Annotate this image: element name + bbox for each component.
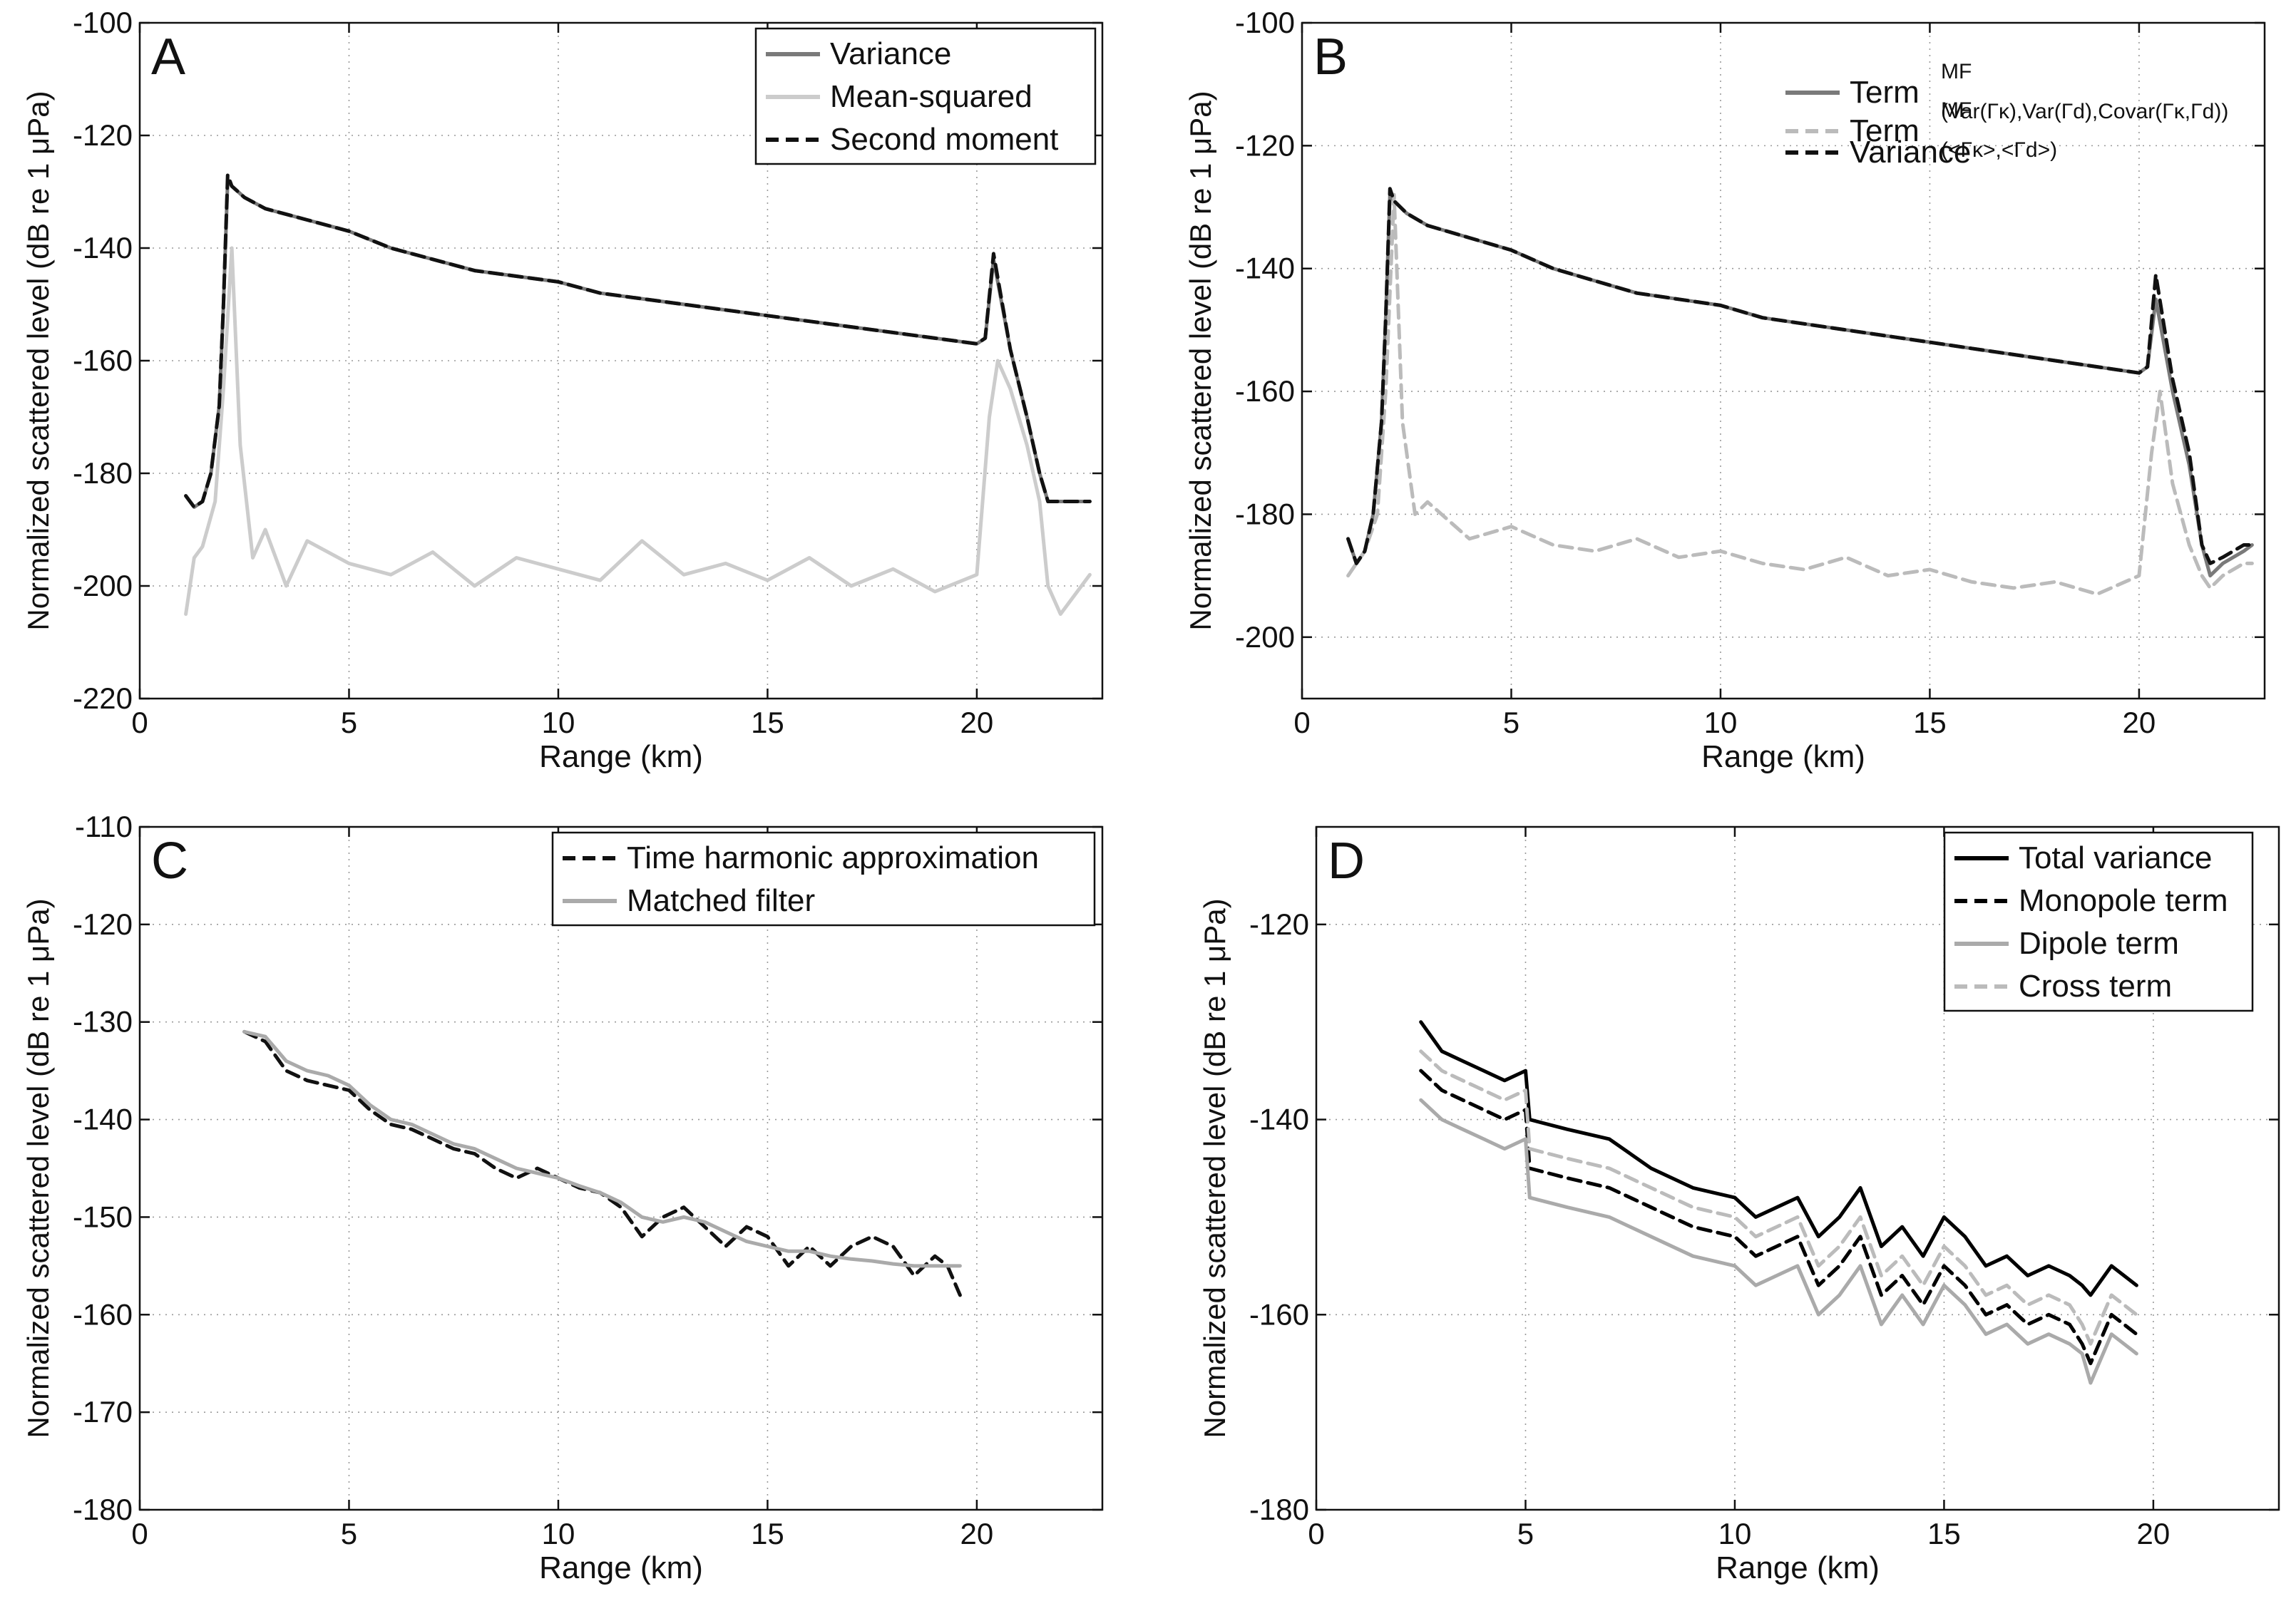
axes-frame xyxy=(1301,21,2266,700)
legend-label-superscript: MF xyxy=(1941,60,1972,83)
legend-label-superscript: MF xyxy=(1941,98,1972,122)
x-tick-label: 0 xyxy=(131,1517,148,1550)
y-tick-label: -180 xyxy=(1249,1493,1309,1526)
y-tick-label: -160 xyxy=(73,1297,133,1331)
y-tick-label: -150 xyxy=(73,1200,133,1233)
legend-label-subscript: (<Γκ>,<Γd>) xyxy=(1941,138,2057,162)
x-tick-label: 15 xyxy=(1927,1517,1961,1550)
panel-c: 0 5 10 15 20 -180 -170 -160 -150 -140 -130 -120 -110… xyxy=(21,810,1104,1585)
x-axis-label: Range (km) xyxy=(539,1550,703,1585)
legend-box xyxy=(551,831,1096,927)
y-tick-label: -130 xyxy=(73,1005,133,1039)
legend-label: Mean-squared xyxy=(830,79,1032,114)
x-tick-label: 5 xyxy=(341,706,357,739)
legend-label: Dipole term xyxy=(2019,926,2179,961)
x-tick-label: 0 xyxy=(131,706,148,739)
panel-label: C xyxy=(151,833,188,890)
y-tick-label: -160 xyxy=(1235,374,1295,408)
legend-label-subscript: (Var(Γκ),Var(Γd),Covar(Γκ,Γd)) xyxy=(1941,100,2228,123)
y-axis-label: Normalized scattered level (dB re 1 μPa) xyxy=(21,898,55,1438)
y-tick-label: -180 xyxy=(73,456,133,490)
series-line-matched-filter xyxy=(242,1029,962,1268)
x-tick-label: 10 xyxy=(1704,706,1738,739)
legend: TermMF(Var(Γκ),Var(Γd),Covar(Γκ,Γd))Term… xyxy=(1785,60,2228,170)
x-tick-label: 5 xyxy=(1503,706,1519,739)
panel-label: B xyxy=(1313,29,1348,86)
panel-a: 0 5 10 15 20 -220 -200 -180 -160 -140 -120 -100 Rang… xyxy=(21,6,1104,774)
series-line-variance xyxy=(1346,187,2254,565)
axes-frame xyxy=(1315,825,2280,1511)
series-line-term-1 xyxy=(1346,192,2254,596)
legend-label: Second moment xyxy=(830,122,1058,157)
legend-label: Total variance xyxy=(2019,840,2212,875)
x-axis-label: Range (km) xyxy=(539,739,703,774)
axes-frame xyxy=(138,825,1104,1511)
y-tick-label: -120 xyxy=(1235,128,1295,162)
x-tick-label: 15 xyxy=(751,706,784,739)
series-line-dipole-term xyxy=(1419,1098,2138,1385)
y-tick-label: -110 xyxy=(75,810,133,843)
series-line-cross-term xyxy=(1419,1049,2138,1346)
y-tick-label: -200 xyxy=(1235,620,1295,654)
x-tick-label: 20 xyxy=(2137,1517,2171,1550)
panel-b: 0 5 10 15 20 -200 -180 -160 -140 -120 -100 Range (k… xyxy=(1184,6,2266,774)
y-tick-label: -220 xyxy=(73,681,133,715)
x-tick-label: 10 xyxy=(542,706,575,739)
series-line-mean-squared xyxy=(184,246,1092,616)
legend-label: Variance xyxy=(830,36,951,71)
y-tick-label: -140 xyxy=(1249,1103,1309,1136)
legend: Variance Mean-squared Second moment xyxy=(754,27,1097,165)
x-tick-label: 5 xyxy=(341,1517,357,1550)
legend-label: Variance xyxy=(1850,135,1971,170)
y-tick-label: -160 xyxy=(1249,1297,1309,1331)
panel-d: 0 5 10 15 20 -180 -160 -140 -120 Range (km) Normal… xyxy=(1198,825,2280,1585)
legend-label: Term xyxy=(1850,113,1920,148)
x-tick-label: 5 xyxy=(1517,1517,1534,1550)
y-tick-label: -180 xyxy=(73,1493,133,1526)
legend-label: Cross term xyxy=(2019,969,2172,1004)
legend-label: Time harmonic approximation xyxy=(627,840,1039,875)
x-tick-label: 10 xyxy=(542,1517,575,1550)
x-tick-label: 20 xyxy=(960,1517,994,1550)
y-axis-label: Normalized scattered level (dB re 1 μPa) xyxy=(1184,91,1217,630)
legend-label: Matched filter xyxy=(627,883,815,918)
panel-label: A xyxy=(151,29,185,86)
legend-label: Term xyxy=(1850,75,1920,110)
y-tick-label: -100 xyxy=(73,6,133,39)
series-line-total-variance xyxy=(1419,1020,2138,1297)
y-tick-label: -120 xyxy=(1249,907,1309,941)
legend: Total variance Monopole term Dipole term Cr… xyxy=(1943,831,2254,1012)
y-tick-label: -170 xyxy=(73,1395,133,1428)
y-axis-label: Normalized scattered level (dB re 1 μPa) xyxy=(1198,898,1231,1438)
y-tick-label: -200 xyxy=(73,569,133,602)
x-tick-label: 20 xyxy=(2123,706,2156,739)
x-axis-label: Range (km) xyxy=(1716,1550,1880,1585)
x-tick-label: 15 xyxy=(751,1517,784,1550)
x-tick-label: 15 xyxy=(1913,706,1947,739)
legend: Time harmonic approximation Matched filte… xyxy=(551,831,1096,927)
legend-box xyxy=(1943,831,2254,1012)
x-axis-label: Range (km) xyxy=(1701,739,1865,774)
legend-label: Monopole term xyxy=(2019,883,2228,918)
y-tick-label: -100 xyxy=(1235,6,1295,39)
x-tick-label: 0 xyxy=(1308,1517,1324,1550)
y-axis-label: Normalized scattered level (dB re 1 μPa) xyxy=(21,91,55,630)
x-tick-label: 20 xyxy=(960,706,994,739)
y-tick-label: -120 xyxy=(73,907,133,941)
series-line-time-harmonic-approximation xyxy=(242,1029,962,1297)
y-tick-label: -140 xyxy=(73,231,133,264)
plot-area xyxy=(140,827,1102,1510)
y-tick-label: -120 xyxy=(73,118,133,152)
y-tick-label: -160 xyxy=(73,344,133,377)
plot-area xyxy=(1302,23,2265,699)
y-tick-label: -180 xyxy=(1235,497,1295,530)
panel-label: D xyxy=(1328,833,1365,890)
x-tick-label: 10 xyxy=(1718,1517,1752,1550)
series-line-second-moment xyxy=(184,173,1092,509)
x-tick-label: 0 xyxy=(1293,706,1310,739)
y-tick-label: -140 xyxy=(73,1103,133,1136)
y-tick-label: -140 xyxy=(1235,252,1295,285)
